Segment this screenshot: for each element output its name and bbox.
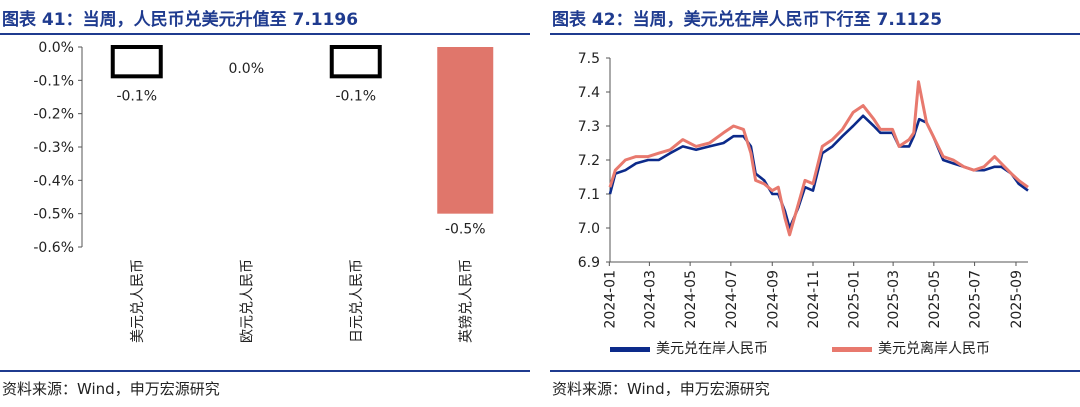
right-source-note: 资料来源：Wind，申万宏源研究	[552, 380, 770, 398]
right-panel: 图表 42：当周，美元兑在岸人民币下行至 7.1125 6.9 7.0 7.1 7.2…	[550, 0, 1080, 407]
line-x-tick-label: 2024-09	[765, 270, 781, 329]
right-source-rule	[550, 370, 1080, 372]
line-x-tick-label: 2024-01	[602, 270, 618, 329]
bar-y-tick-label: 0.0%	[38, 40, 74, 56]
line-x-tick-label: 2024-07	[724, 270, 740, 329]
bar-data-label: -0.5%	[445, 222, 486, 238]
bar-category-label: 欧元兑人民币	[239, 259, 255, 343]
line-y-tick-label: 7.5	[578, 51, 600, 67]
line-x-tick-label: 2025-01	[847, 270, 863, 329]
legend-label-1: 美元兑离岸人民币	[878, 340, 990, 357]
left-source-note: 资料来源：Wind，申万宏源研究	[2, 380, 220, 398]
line-y-tick-label: 7.0	[578, 221, 600, 237]
line-y-tick-label: 7.2	[578, 153, 600, 169]
bar-y-tick-label: -0.3%	[33, 140, 74, 156]
line-y-tick-label: 7.1	[578, 187, 600, 203]
bar-chart: 0.0% -0.1% -0.2% -0.3% -0.4% -0.5% -0.6% -0.1% 美…	[33, 40, 494, 343]
bar-y-tick-label: -0.5%	[33, 207, 74, 223]
line-x-tick-label: 2025-07	[968, 270, 984, 329]
bar-0	[110, 45, 163, 79]
left-chart-title: 图表 41：当周，人民币兑美元升值至 7.1196	[2, 10, 359, 30]
bar-y-tick-label: -0.4%	[33, 173, 74, 189]
bar-2	[329, 45, 382, 79]
line-x-tick-label: 2024-05	[683, 270, 699, 329]
bar-data-label: -0.1%	[116, 88, 157, 104]
left-title-rule	[0, 33, 530, 35]
bar-3	[437, 47, 494, 214]
right-title-rule	[550, 33, 1080, 35]
legend-swatch-0	[610, 347, 650, 352]
series-line-1	[608, 80, 1029, 237]
line-y-tick-label: 6.9	[578, 255, 600, 271]
bar-data-label: 0.0%	[228, 61, 264, 77]
right-chart-title: 图表 42：当周，美元兑在岸人民币下行至 7.1125	[552, 10, 943, 30]
bar-data-label: -0.1%	[335, 88, 376, 104]
bar-category-label: 英镑兑人民币	[457, 259, 474, 343]
bar-y-tick-label: -0.2%	[33, 107, 74, 123]
line-x-tick-label: 2025-05	[927, 270, 943, 329]
series-line-0	[608, 114, 1029, 230]
line-chart: 6.9 7.0 7.1 7.2 7.3 7.4 7.5 2024-01 2024-03 2024-…	[578, 51, 1029, 357]
legend-swatch-1	[832, 347, 872, 352]
line-x-tick-label: 2024-03	[642, 270, 658, 329]
bar-category-label: 日元兑人民币	[349, 259, 365, 343]
line-y-tick-label: 7.4	[578, 85, 600, 101]
left-panel: 图表 41：当周，人民币兑美元升值至 7.1196 0.0% -0.1% -0.2%…	[0, 0, 530, 407]
line-x-tick-label: 2024-11	[806, 270, 822, 329]
line-x-tick-label: 2025-09	[1009, 270, 1025, 329]
line-y-tick-label: 7.3	[578, 119, 600, 135]
line-x-tick-label: 2025-03	[886, 270, 902, 329]
legend-label-0: 美元兑在岸人民币	[656, 341, 768, 357]
bar-y-tick-label: -0.6%	[33, 240, 74, 256]
bar-category-label: 美元兑人民币	[130, 259, 146, 343]
bar-y-tick-label: -0.1%	[33, 73, 74, 89]
left-source-rule	[0, 370, 530, 372]
